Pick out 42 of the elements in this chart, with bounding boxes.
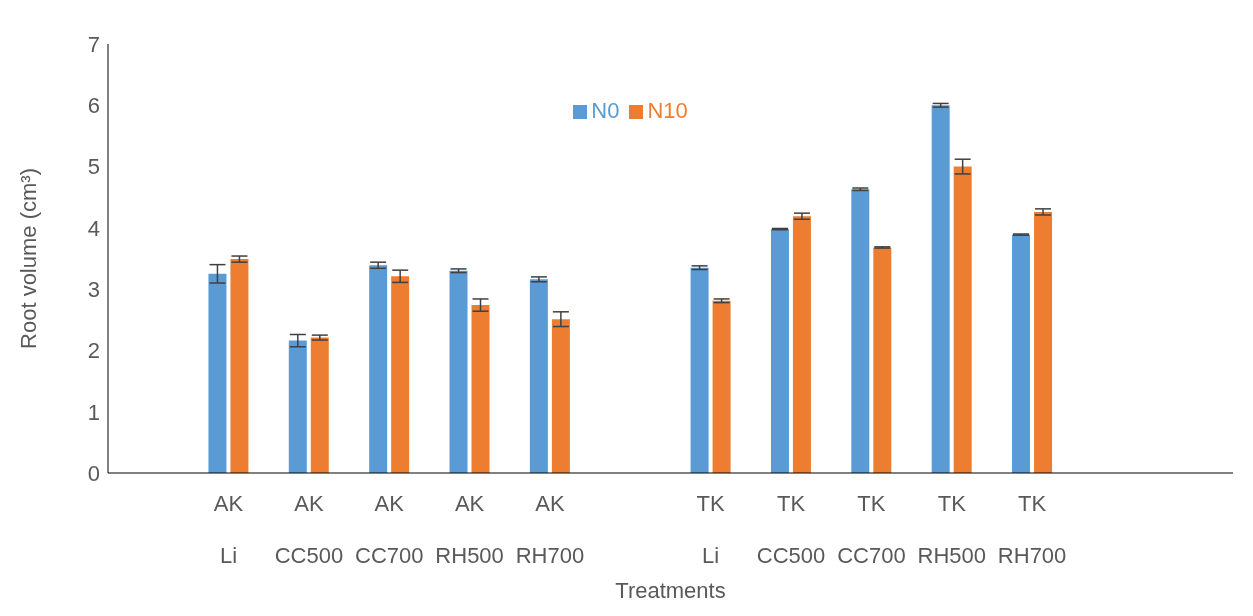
bar (953, 166, 972, 473)
category-label: AK RH500 (435, 491, 504, 568)
bar (529, 279, 548, 473)
bar (391, 276, 410, 473)
y-tick-label: 0 (87, 460, 100, 486)
bar (551, 319, 570, 473)
y-tick-label: 5 (87, 154, 100, 180)
category-label: TK CC700 (837, 491, 906, 568)
bar (1034, 211, 1053, 473)
category-label: TK Li (696, 491, 725, 568)
bar (931, 105, 950, 473)
y-tick-label: 1 (87, 399, 100, 425)
bar (873, 247, 892, 473)
bar (230, 259, 249, 473)
bar (851, 189, 870, 473)
category-label: AK Li (213, 491, 244, 568)
bar (310, 337, 329, 473)
category-label: TK RH700 (997, 491, 1067, 568)
category-label: TK CC500 (756, 491, 826, 568)
y-tick-label: 6 (87, 93, 100, 119)
legend-label: N0 (591, 98, 620, 123)
y-tick-label: 4 (87, 215, 100, 241)
y-tick-label: 7 (87, 31, 100, 57)
y-tick-label: 2 (87, 338, 100, 364)
bar (1012, 234, 1031, 473)
y-axis-title: Root volume (cm³) (15, 168, 41, 349)
category-label: AK CC700 (355, 491, 424, 568)
bar (288, 340, 307, 473)
bar (369, 265, 388, 473)
category-label: AK CC500 (274, 491, 344, 568)
bar (471, 305, 490, 473)
bar (690, 267, 709, 473)
category-label: AK RH700 (515, 491, 585, 568)
y-tick-label: 3 (87, 276, 100, 302)
x-axis-title: Treatments (615, 578, 726, 603)
bar (449, 270, 468, 473)
bar (792, 216, 811, 473)
bar (770, 229, 789, 473)
bar (208, 273, 227, 473)
category-label: TK RH500 (917, 491, 986, 568)
legend-label: N10 (647, 98, 688, 123)
bar (712, 300, 731, 473)
